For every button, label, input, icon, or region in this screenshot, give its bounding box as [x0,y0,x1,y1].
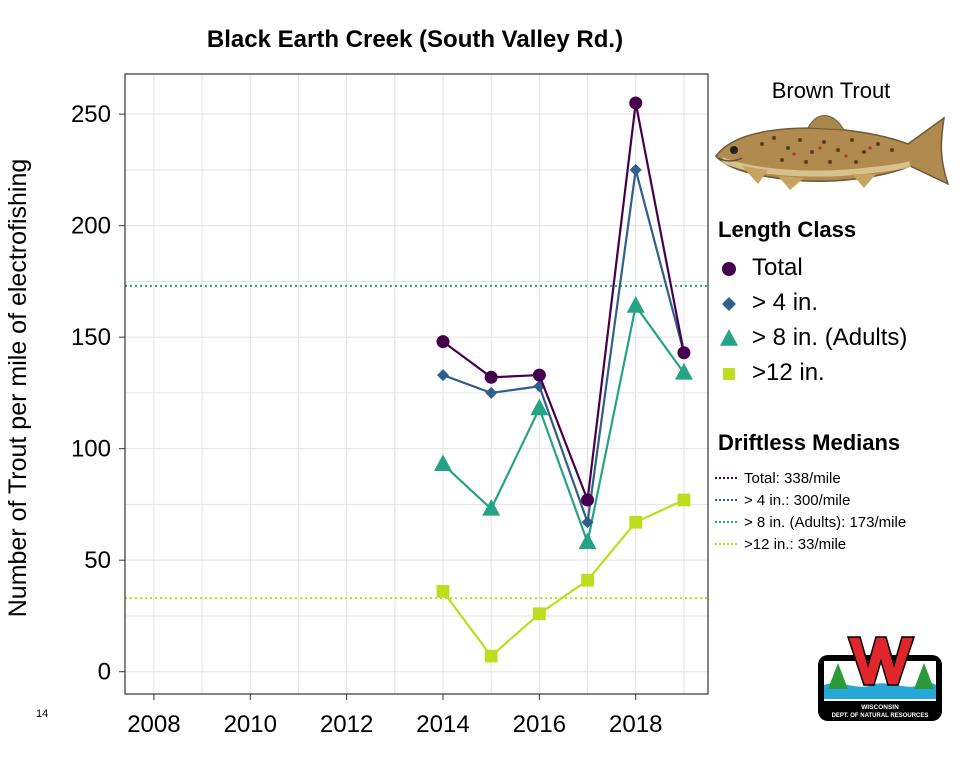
data-point-gt4 [485,386,498,399]
data-point-gt12 [581,573,594,587]
x-tick-label: 2018 [609,711,662,738]
series-line-gt4 [442,169,685,523]
legend-label-gt8: > 8 in. (Adults) [752,324,908,351]
series-line-gt8 [442,303,685,547]
median-swatch-gt12 [715,543,737,545]
series-lines [434,96,693,663]
median-swatch-gt8 [715,521,737,523]
data-point-gt8 [482,498,501,516]
data-point-gt12 [532,607,546,621]
median-item-gt4: > 4 in.: 300/mile [714,490,850,510]
series-line-gt12 [442,498,685,658]
y-tick-label: 150 [71,324,111,351]
grid-lines [125,74,708,694]
data-point-total [532,368,546,382]
data-point-gt4 [437,369,449,382]
data-point-gt12 [484,649,498,663]
axes: 2008 2010 2012 2014 2016 2018 0 50 100 150 200 250 [71,101,662,738]
median-lines [125,284,708,600]
series-gt12 [436,493,691,663]
median-swatch-total [715,477,737,479]
legend-item-total: Total [718,253,803,283]
plot-border [124,73,709,695]
data-point-total [484,370,498,384]
legend-symbol-gt8 [720,329,738,346]
medians-title: Driftless Medians [718,430,901,455]
legend-marker-gt12 [723,368,735,380]
series-gt8 [434,296,693,550]
x-tick-label: 2012 [320,711,373,738]
page-number: 14 [36,708,49,720]
chart-title: Black Earth Creek (South Valley Rd.) [206,26,624,53]
data-point-gt8 [626,296,645,313]
data-point-total [581,493,595,507]
y-tick-label: 200 [71,213,111,240]
median-item-total: Total: 338/mile [714,468,841,488]
median-item-gt8: > 8 in. (Adults): 173/mile [714,512,906,532]
brown-trout-image [715,115,950,190]
wisconsin-dnr-logo: WISCONSIN DEPT. OF NATURAL RESOURCES [818,636,942,721]
y-tick-label: 50 [84,547,111,574]
median-item-gt12: >12 in.: 33/mile [714,534,846,554]
series-line-total [442,102,685,501]
legend-marker-total [722,262,736,276]
data-point-gt4 [629,163,642,176]
median-swatch-gt4 [715,499,737,501]
y-tick-label: 100 [71,436,111,463]
y-tick-label: 250 [71,101,111,128]
data-point-gt8 [674,362,693,380]
legend-symbol-gt4 [722,297,736,311]
fish-label: Brown Trout [771,78,891,103]
x-tick-label: 2016 [513,711,566,738]
legend-item-gt8: > 8 in. (Adults) [718,323,907,353]
median-label-gt12: >12 in.: 33/mile [744,535,847,553]
median-label-gt8: > 8 in. (Adults): 173/mile [744,513,907,531]
data-point-gt8 [578,532,597,550]
legend-symbol-gt12 [723,368,735,380]
y-tick-label: 0 [98,659,111,686]
data-point-gt12 [677,493,691,507]
legend-title: Length Class [718,217,857,242]
y-axis-label: Number of Trout per mile of electrofishi… [4,159,32,618]
legend-item-gt12: >12 in. [718,358,825,388]
series-total [436,96,691,507]
data-point-total [677,346,691,360]
data-point-total [436,335,450,349]
data-point-total [629,96,643,110]
logo-line-2: DEPT. OF NATURAL RESOURCES [832,713,929,719]
data-point-gt8 [434,454,452,472]
data-point-gt12 [436,585,450,598]
x-tick-label: 2014 [416,711,469,738]
legend-symbol-total [722,262,736,276]
legend-label-gt4: > 4 in. [752,289,819,316]
legend-marker-gt4 [722,297,736,311]
data-point-gt12 [629,515,643,529]
median-label-total: Total: 338/mile [744,469,841,487]
legend-item-gt4: > 4 in. [718,288,818,318]
x-tick-label: 2010 [224,711,277,738]
legend-label-total: Total [752,254,803,281]
data-point-gt8 [530,398,549,416]
legend-label-gt12: >12 in. [752,359,825,386]
x-tick-label: 2008 [127,711,180,738]
data-point-gt4 [581,516,594,529]
median-label-gt4: > 4 in.: 300/mile [744,491,851,509]
legend-marker-gt8 [720,329,738,346]
logo-line-1: WISCONSIN [861,704,899,711]
